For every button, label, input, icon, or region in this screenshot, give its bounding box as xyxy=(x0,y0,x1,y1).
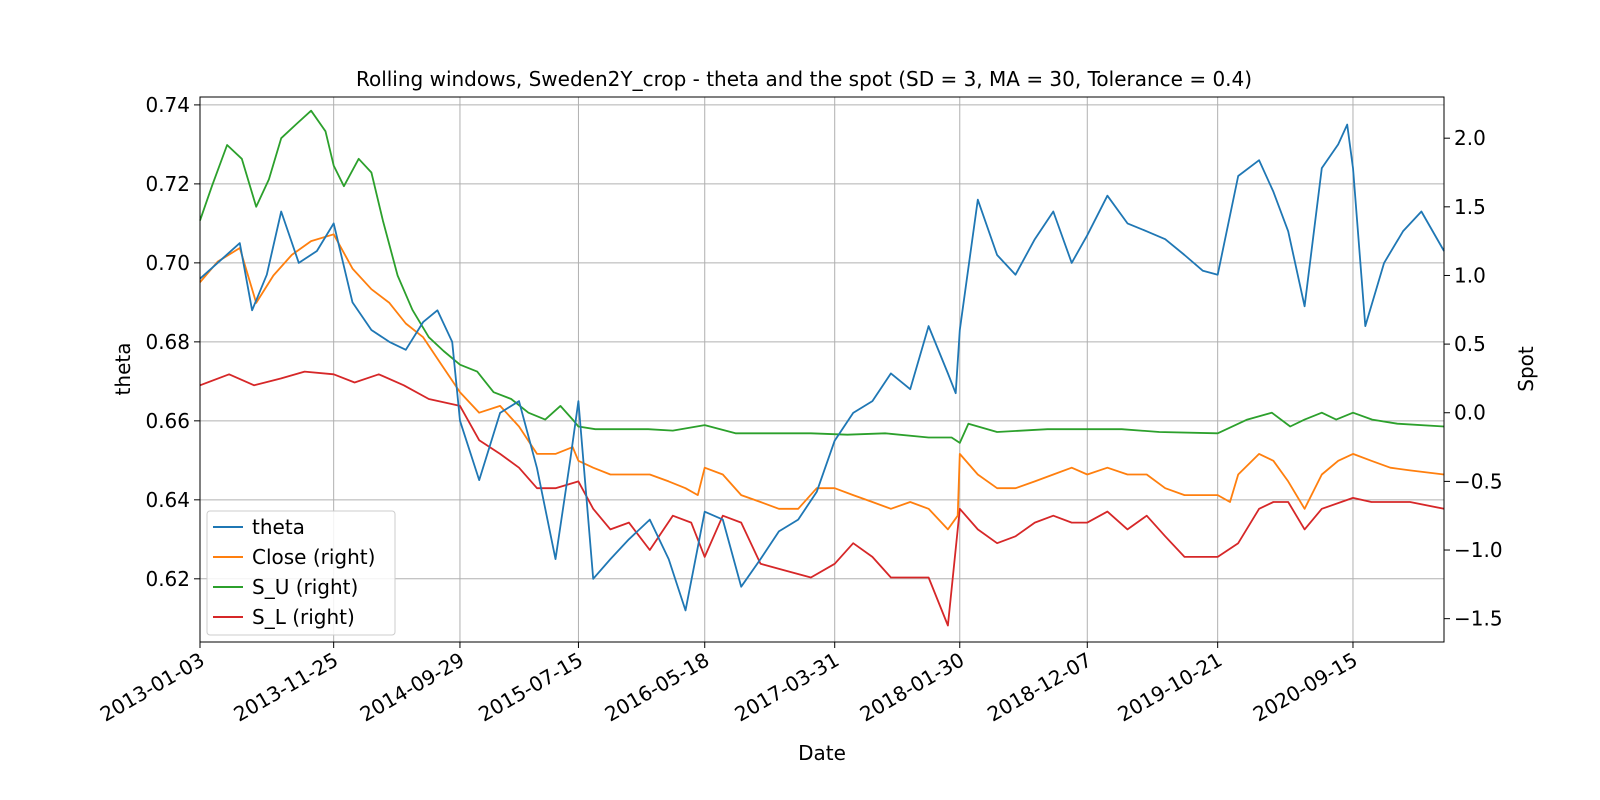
left-y-tick-label: 0.70 xyxy=(145,251,190,275)
gridlines xyxy=(199,97,1444,642)
left-y-tick-label: 0.64 xyxy=(145,488,190,512)
chart-title: Rolling windows, Sweden2Y_crop - theta a… xyxy=(356,67,1252,91)
right-y-axis-ticks: −1.5 −1.0 −0.5 0.0 0.5 1.0 1.5 2.0 xyxy=(1444,126,1503,631)
right-y-tick-label: 0.0 xyxy=(1454,401,1486,425)
x-axis-ticks: 2013-01-03 2013-11-25 2014-09-29 2015-07-15… xyxy=(96,642,1362,727)
x-tick-label: 2013-01-03 xyxy=(96,648,209,727)
legend-entry: theta xyxy=(252,515,305,539)
left-y-tick-label: 0.74 xyxy=(145,93,190,117)
x-axis-label: Date xyxy=(798,741,846,765)
legend-entry: S_L (right) xyxy=(252,605,355,629)
x-tick-label: 2015-07-15 xyxy=(474,648,587,727)
legend-entry: S_U (right) xyxy=(252,575,358,599)
series-line-theta xyxy=(199,123,1445,612)
left-y-axis-ticks: 0.62 0.64 0.66 0.68 0.70 0.72 0.74 xyxy=(145,93,200,591)
series-lines xyxy=(199,109,1445,627)
x-tick-label: 2017-03-31 xyxy=(731,648,844,727)
left-y-tick-label: 0.72 xyxy=(145,172,190,196)
x-tick-label: 2018-12-07 xyxy=(983,648,1096,727)
series-line-s-l-right xyxy=(199,370,1445,627)
left-y-axis-label: theta xyxy=(111,343,135,396)
left-y-tick-label: 0.66 xyxy=(145,409,190,433)
right-y-tick-label: 1.0 xyxy=(1454,263,1486,287)
x-tick-label: 2020-09-15 xyxy=(1249,648,1362,727)
x-tick-label: 2016-05-18 xyxy=(601,648,714,727)
legend: theta Close (right) S_U (right) S_L (right) xyxy=(206,510,396,636)
right-y-tick-label: 2.0 xyxy=(1454,126,1486,150)
x-tick-label: 2019-10-21 xyxy=(1114,648,1227,727)
x-tick-label: 2018-01-30 xyxy=(856,648,969,727)
left-y-tick-label: 0.62 xyxy=(145,567,190,591)
right-y-tick-label: 0.5 xyxy=(1454,332,1486,356)
legend-entry: Close (right) xyxy=(252,545,375,569)
right-y-tick-label: 1.5 xyxy=(1454,195,1486,219)
right-y-tick-label: −1.5 xyxy=(1454,607,1503,631)
series-line-close-right xyxy=(199,233,1445,531)
series-line-s-u-right xyxy=(199,109,1445,444)
left-y-tick-label: 0.68 xyxy=(145,330,190,354)
legend-box xyxy=(206,510,396,636)
right-y-tick-label: −1.0 xyxy=(1454,538,1503,562)
x-tick-label: 2013-11-25 xyxy=(230,648,343,727)
right-y-tick-label: −0.5 xyxy=(1454,469,1503,493)
right-y-axis-label: Spot xyxy=(1514,346,1538,392)
x-tick-label: 2014-09-29 xyxy=(356,648,469,727)
plot-area-frame xyxy=(199,96,1445,643)
